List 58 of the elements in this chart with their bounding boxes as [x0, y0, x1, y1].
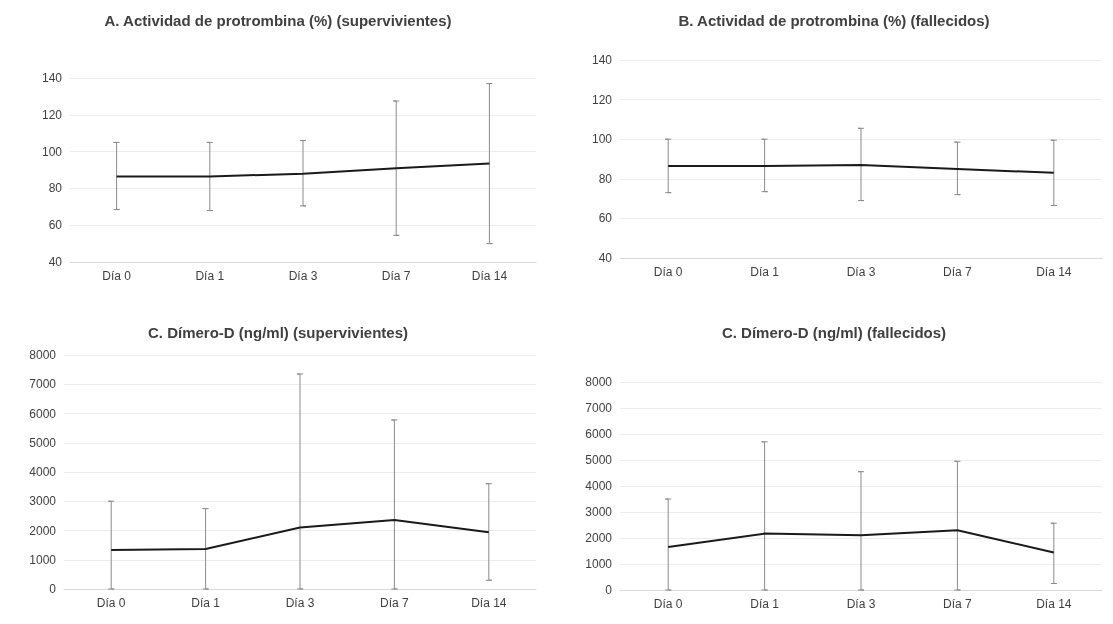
x-tick-label: Día 0 — [96, 596, 126, 610]
y-tick-label: 8000 — [585, 375, 613, 389]
y-tick-label: 0 — [605, 583, 613, 597]
y-tick-label: 3000 — [585, 505, 613, 519]
y-tick-label: 1000 — [585, 557, 613, 571]
y-tick-label: 60 — [48, 218, 63, 233]
x-tick-label: Día 1 — [750, 597, 780, 611]
x-tick-label: Día 14 — [471, 269, 508, 283]
y-tick-label: 100 — [591, 132, 613, 147]
x-tick-label: Día 7 — [943, 265, 973, 279]
line-series — [110, 518, 490, 552]
y-tick-label: 6000 — [29, 406, 57, 421]
y-tick-label: 8000 — [29, 348, 57, 362]
x-tick-label: Día 1 — [195, 269, 225, 283]
x-tick-label: Día 7 — [380, 596, 410, 610]
chart-title: C. Dímero-D (ng/ml) (supervivientes) — [147, 324, 409, 341]
y-tick-label: 1000 — [29, 552, 57, 567]
y-tick-label: 2000 — [29, 523, 57, 538]
x-tick-label: Día 0 — [653, 597, 683, 611]
y-tick-label: 100 — [41, 144, 63, 159]
x-tick-label: Día 1 — [191, 596, 221, 610]
y-tick-label: 120 — [591, 92, 613, 107]
x-tick-label: Día 1 — [750, 265, 780, 279]
y-tick-label: 6000 — [585, 427, 613, 441]
y-tick-label: 7000 — [29, 377, 57, 392]
y-tick-label: 4000 — [585, 479, 613, 493]
x-tick-label: Día 0 — [102, 269, 132, 283]
line-series — [115, 162, 491, 178]
x-tick-label: Día 0 — [653, 265, 683, 279]
y-tick-label: 4000 — [29, 465, 57, 479]
y-tick-label: 60 — [598, 211, 613, 226]
x-tick-label: Día 3 — [285, 596, 315, 610]
x-tick-label: Día 3 — [846, 265, 876, 279]
y-tick-label: 40 — [48, 255, 63, 269]
chart-title: A. Actividad de protrombina (%) (supervivientes) — [104, 12, 452, 29]
x-tick-label: Día 7 — [381, 269, 411, 283]
y-tick-label: 0 — [49, 582, 57, 596]
x-tick-label: Día 14 — [1036, 597, 1072, 611]
chart-title: C. Dímero-D (ng/ml) (fallecidos) — [721, 324, 947, 341]
x-tick-label: Día 7 — [943, 597, 973, 611]
chart-title: B. Actividad de protrombina (%) (fallecidos) — [678, 12, 990, 29]
y-tick-label: 2000 — [585, 531, 613, 545]
x-tick-label: Día 14 — [1036, 265, 1072, 279]
y-tick-label: 40 — [598, 251, 613, 265]
line-series — [667, 529, 1055, 554]
y-tick-label: 140 — [591, 53, 613, 67]
line-series — [667, 163, 1055, 174]
x-tick-label: Día 14 — [471, 596, 507, 610]
y-tick-label: 3000 — [29, 494, 57, 509]
y-tick-label: 5000 — [29, 435, 57, 450]
y-tick-label: 140 — [41, 71, 63, 85]
y-tick-label: 5000 — [585, 453, 613, 467]
y-tick-label: 7000 — [585, 401, 613, 415]
x-tick-label: Día 3 — [288, 269, 318, 283]
x-tick-label: Día 3 — [846, 597, 876, 611]
y-tick-label: 80 — [598, 171, 613, 186]
y-tick-label: 120 — [41, 107, 63, 122]
y-tick-label: 80 — [48, 181, 63, 196]
